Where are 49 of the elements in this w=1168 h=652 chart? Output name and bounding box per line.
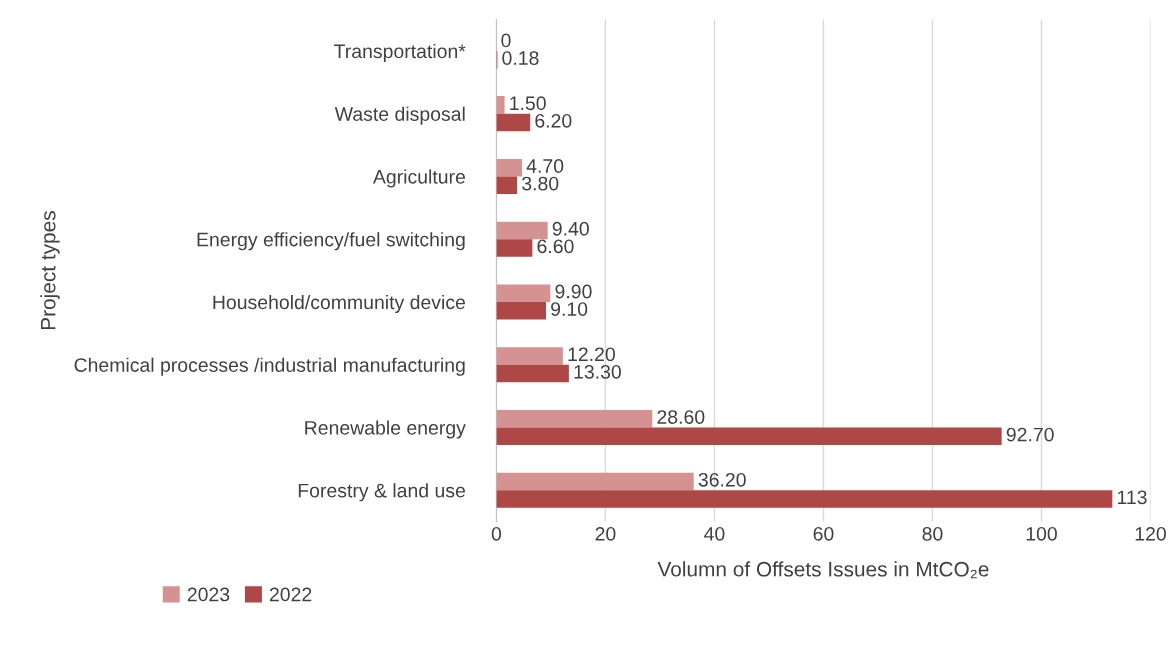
y-tick-label: Forestry & land use (298, 483, 465, 502)
x-tick-label: 80 (922, 526, 943, 541)
bar (496, 409, 653, 428)
legend-label: 2022 (269, 587, 312, 602)
y-tick-label: Chemical processes /industrial manufacturing (74, 357, 465, 376)
y-tick-label: Energy efficiency/fuel switching (197, 232, 465, 251)
x-tick-label: 120 (1135, 526, 1166, 541)
bar (496, 301, 546, 320)
y-tick-label: Transportation* (334, 43, 466, 63)
bar (496, 158, 523, 177)
data-label: 28.60 (657, 410, 705, 424)
data-label: 6.20 (535, 113, 572, 128)
x-tick-label: 20 (595, 526, 616, 541)
data-label: 113 (1117, 490, 1147, 505)
bar (496, 347, 563, 365)
legend-label: 2023 (187, 587, 230, 602)
y-tick-label: Household/community device (213, 294, 465, 314)
x-tick-label: 40 (704, 526, 725, 541)
bar (496, 364, 569, 383)
data-label: 92.70 (1006, 427, 1054, 442)
y-tick-label: Waste disposal (334, 106, 465, 125)
x-tick-label: 100 (1026, 526, 1057, 541)
data-label: 6.60 (537, 239, 574, 254)
x-tick-label: 0 (491, 526, 502, 541)
bar (496, 427, 1002, 446)
bar (496, 176, 518, 195)
data-label: 1.50 (510, 96, 546, 111)
x-tick-label: 60 (813, 526, 834, 541)
bar (496, 96, 505, 114)
bar (496, 113, 531, 132)
bar (496, 284, 551, 302)
bar (496, 221, 548, 240)
data-label: 13.30 (574, 364, 621, 379)
data-label: 36.20 (698, 472, 746, 487)
data-label: 9.90 (555, 284, 592, 299)
data-label: 9.10 (551, 302, 588, 316)
data-label: 0.18 (502, 51, 539, 65)
y-axis-title: Project types (40, 211, 60, 330)
data-label: 12.20 (568, 347, 615, 362)
bar (496, 490, 1113, 508)
x-axis-title: Volumn of Offsets Issues in MtCO₂e (657, 561, 989, 579)
data-label: 0 (501, 33, 511, 48)
data-label: 4.70 (526, 159, 564, 173)
bar (496, 472, 694, 491)
y-tick-label: Agriculture (372, 169, 465, 188)
bar (496, 239, 533, 257)
y-tick-label: Renewable energy (305, 420, 466, 439)
data-label: 3.80 (522, 176, 559, 191)
data-label: 9.40 (552, 221, 589, 236)
